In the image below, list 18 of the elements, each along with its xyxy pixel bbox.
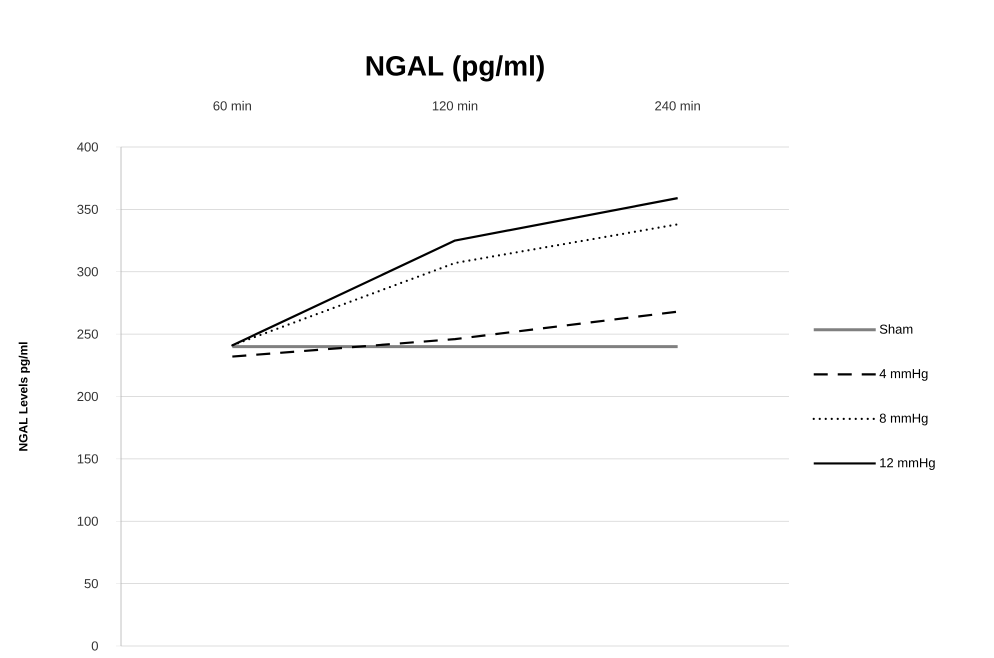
legend-label: 12 mmHg bbox=[880, 458, 935, 470]
legend-label: 4 mmHg bbox=[880, 369, 928, 381]
y-tick-label: 50 bbox=[84, 579, 98, 588]
x-tick-label: 240 min bbox=[655, 100, 700, 110]
y-tick-label: 250 bbox=[77, 330, 98, 339]
chart-title: NGAL (pg/ml) bbox=[366, 55, 544, 82]
y-tick-label: 350 bbox=[77, 204, 98, 214]
x-tick-label: 120 min bbox=[432, 100, 478, 110]
y-tick-label: 100 bbox=[78, 516, 98, 526]
x-tick-label: 60 min bbox=[213, 100, 251, 110]
legend-label: 8 mmHg bbox=[880, 414, 928, 426]
y-tick-label: 0 bbox=[92, 641, 98, 651]
y-tick-label: 200 bbox=[77, 392, 98, 402]
y-tick-label: 400 bbox=[77, 142, 98, 152]
y-axis-title: NGAL Levels pg/ml bbox=[18, 342, 30, 451]
legend-label: Sham bbox=[880, 324, 912, 334]
y-tick-label: 300 bbox=[77, 267, 98, 276]
y-tick-label: 150 bbox=[78, 454, 98, 464]
